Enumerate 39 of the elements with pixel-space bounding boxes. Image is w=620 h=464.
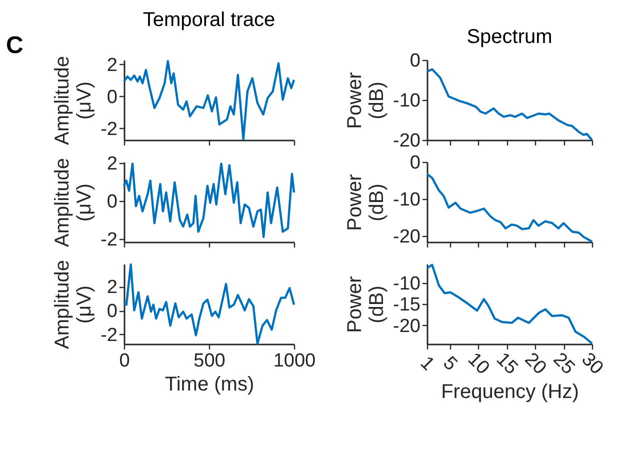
y-tick-label: 0 (410, 50, 420, 72)
x-tick-label: 30 (577, 348, 608, 379)
y-tick-label: 2 (106, 153, 118, 174)
y-tick-label: -2 (100, 230, 118, 251)
y-tick-label: -10 (393, 190, 420, 211)
x-tick-label: 1000 (273, 350, 316, 372)
line-series (122, 162, 296, 238)
y-tick-label: 0 (106, 86, 118, 108)
text: C (6, 32, 24, 59)
x-axis-title: Time (ms) (164, 374, 254, 396)
y-tick-label: -2 (100, 324, 118, 346)
x-tick-label: 20 (520, 348, 550, 379)
y-axis-title: Amplitude (μV) (52, 260, 96, 349)
y-tick-label: -20 (393, 316, 420, 337)
y-axis-title: Power (dB) (344, 276, 388, 333)
chart-title: Spectrum (466, 26, 552, 48)
y-tick-label: 2 (106, 54, 118, 76)
y-tick-label: 0 (106, 192, 118, 213)
y-axis-title: Power (dB) (344, 72, 388, 129)
chart-title: Temporal trace (142, 9, 276, 31)
y-tick-label: -15 (393, 294, 420, 316)
y-tick-label: -10 (393, 90, 420, 112)
y-tick-label: 0 (410, 152, 420, 174)
x-tick-label: 25 (548, 348, 579, 379)
y-tick-label: -10 (393, 274, 420, 295)
x-tick-label: 10 (463, 348, 494, 379)
y-tick-label: 2 (106, 277, 118, 298)
y-tick-label: -20 (393, 226, 420, 248)
y-tick-label: -20 (393, 130, 420, 152)
y-tick-label: 0 (106, 301, 118, 322)
x-tick-label: 1 (416, 352, 438, 376)
y-axis-title: Power (dB) (344, 174, 388, 231)
y-tick-label: -2 (100, 118, 118, 140)
x-tick-label: 500 (194, 350, 226, 372)
x-tick-label: 15 (492, 348, 522, 379)
y-axis-title: Amplitude (μV) (52, 158, 96, 247)
x-axis-title: Frequency (Hz) (441, 381, 579, 404)
x-tick-label: 5 (438, 352, 462, 376)
y-axis-title: Amplitude (μV) (52, 56, 96, 145)
